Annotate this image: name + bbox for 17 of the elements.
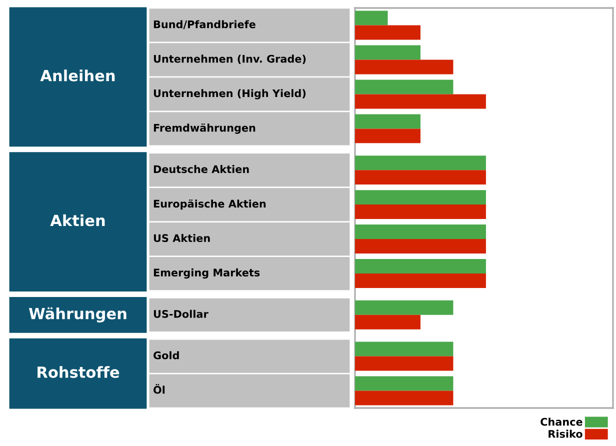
- text: Rohstoffe: [38, 366, 120, 378]
- y-tick-label: Unternehmen (Inv. Grade): [154, 54, 306, 64]
- text: Anleihen: [40, 70, 115, 82]
- legend-label: Risiko: [548, 430, 582, 438]
- y-tick-label: Europäische Aktien: [154, 199, 266, 210]
- text: Währungen: [28, 307, 126, 322]
- y-tick-label: US-Dollar: [154, 310, 208, 318]
- y-tick-label: Deutsche Aktien: [154, 165, 249, 174]
- y-tick-label: Bund/Pfandbriefe: [154, 20, 256, 30]
- y-tick-label: Fremdwährungen: [154, 124, 256, 134]
- y-tick-label: US Aktien: [154, 234, 210, 242]
- y-tick-label: Öl: [154, 384, 165, 394]
- text: Aktien: [50, 214, 105, 226]
- y-tick-label: Unternehmen (High Yield): [154, 89, 306, 100]
- y-tick-label: Emerging Markets: [154, 268, 260, 279]
- legend-label: Chance: [540, 418, 582, 426]
- y-tick-label: Gold: [154, 351, 179, 360]
